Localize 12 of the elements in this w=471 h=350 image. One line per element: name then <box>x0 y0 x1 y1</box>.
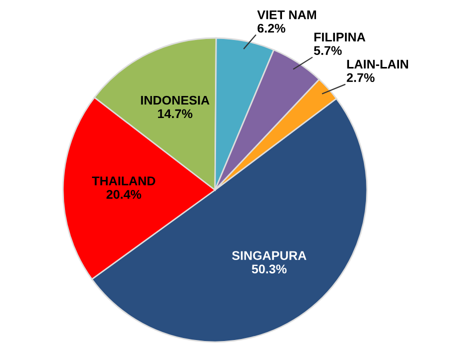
slice-label: LAIN-LAIN <box>347 60 408 68</box>
data-label: 20.4% <box>106 190 142 199</box>
slice-label: INDONESIA <box>141 96 210 105</box>
data-label: 2.7% <box>346 73 375 82</box>
data-label: 6.2% <box>258 24 286 33</box>
slice-label: VIET NAM <box>257 10 316 20</box>
slice-label: THAILAND <box>92 176 156 186</box>
slice-label: SINGAPURA <box>232 251 306 260</box>
data-label: 5.7% <box>314 46 342 55</box>
data-label: 14.7% <box>158 109 192 118</box>
slice-label: FILIPINA <box>314 32 366 42</box>
data-label: 50.3% <box>252 264 287 274</box>
